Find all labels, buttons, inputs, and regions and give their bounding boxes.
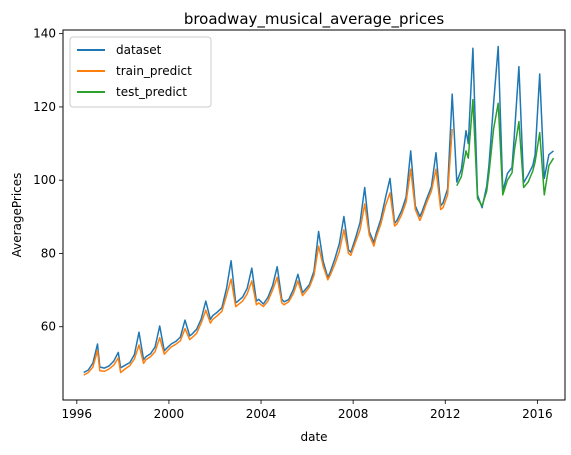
legend: dataset train_predict test_predict <box>69 36 212 108</box>
legend-box <box>69 36 212 108</box>
legend-label-dataset: dataset <box>116 43 162 57</box>
plot-frame <box>62 29 566 401</box>
y-tick-label: 140 <box>33 27 56 41</box>
series-layer <box>83 45 555 376</box>
series-line-train-predict <box>83 128 453 376</box>
y-tick-label: 120 <box>33 100 56 114</box>
series-line-dataset <box>83 45 554 374</box>
x-tick-label: 2016 <box>522 407 553 421</box>
legend-label-test-predict: test_predict <box>116 85 187 99</box>
x-tick-label: 2004 <box>246 407 277 421</box>
x-tick-label: 1996 <box>62 407 93 421</box>
legend-label-train-predict: train_predict <box>116 64 192 78</box>
x-axis: 1996 2000 2004 2008 2012 2016 <box>62 400 553 421</box>
y-tick-label: 60 <box>41 320 56 334</box>
x-tick-label: 2000 <box>154 407 185 421</box>
x-tick-label: 2008 <box>338 407 369 421</box>
y-tick-label: 100 <box>33 173 56 187</box>
y-axis: 60 80 100 120 140 <box>33 27 63 334</box>
x-tick-label: 2012 <box>430 407 461 421</box>
series-line-test-predict <box>456 98 555 207</box>
plot-area <box>62 29 566 401</box>
y-axis-label: AveragePrices <box>10 173 24 258</box>
y-tick-label: 80 <box>41 246 56 260</box>
chart-title: broadway_musical_average_prices <box>184 10 445 29</box>
x-axis-label: date <box>300 430 327 444</box>
